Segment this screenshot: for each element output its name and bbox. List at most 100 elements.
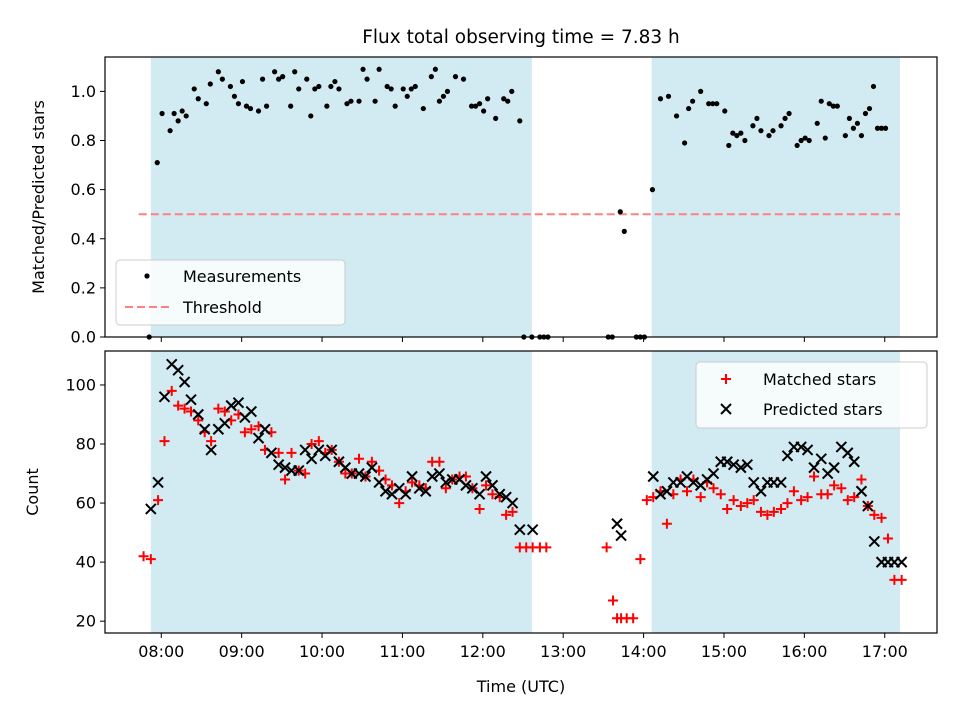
data-point (219, 406, 230, 417)
data-point (276, 76, 282, 82)
data-point (728, 495, 739, 506)
data-point (786, 110, 792, 117)
data-point (505, 98, 511, 104)
data-point (758, 128, 764, 134)
data-point (472, 103, 479, 109)
data-point (474, 503, 485, 514)
data-point (776, 503, 787, 514)
data-point (710, 101, 716, 107)
data-point (750, 123, 756, 129)
data-point (406, 470, 418, 483)
data-point (829, 480, 840, 491)
data-point (159, 436, 170, 447)
data-point (862, 110, 869, 117)
data-point (517, 118, 523, 124)
y-axis-label: Count (23, 468, 42, 516)
data-point (246, 424, 257, 435)
data-point (145, 554, 156, 565)
data-point (707, 467, 720, 480)
data-point (842, 447, 854, 459)
legend: Measurements Threshold (115, 259, 346, 326)
data-point (259, 76, 266, 82)
data-point (770, 128, 776, 134)
data-point (681, 486, 692, 497)
data-point (272, 458, 285, 471)
data-point (280, 74, 286, 80)
data-point (252, 432, 265, 444)
data-point (665, 93, 672, 99)
data-point (715, 489, 726, 500)
data-point (641, 495, 652, 506)
legend-marker-predicted (720, 403, 732, 415)
data-point (408, 86, 414, 92)
data-point (617, 209, 623, 215)
data-point (649, 187, 656, 193)
y-tick-label: 0.6 (71, 180, 96, 199)
data-point (356, 98, 362, 104)
data-point (506, 497, 519, 509)
data-point (477, 101, 483, 107)
data-point (866, 105, 873, 112)
data-point (280, 474, 291, 485)
data-point (247, 105, 254, 112)
data-point (826, 101, 832, 107)
x-tick-label: 16:00 (781, 642, 827, 661)
data-point (828, 461, 840, 474)
data-point (376, 66, 382, 72)
data-point (708, 483, 719, 494)
data-point (213, 403, 224, 414)
data-point (734, 132, 740, 139)
data-point (440, 476, 452, 489)
data-point (501, 509, 512, 520)
data-point (273, 447, 284, 458)
data-point (507, 506, 518, 517)
data-point (802, 135, 808, 141)
data-point (179, 108, 185, 114)
data-point (413, 482, 426, 495)
data-point (681, 140, 688, 146)
legend-label: Threshold (182, 298, 262, 317)
data-point (698, 88, 704, 94)
data-point (373, 476, 385, 489)
data-point (420, 105, 426, 112)
data-point (372, 98, 378, 104)
data-point (722, 503, 733, 514)
data-point (615, 529, 627, 542)
data-point (394, 498, 405, 509)
x-tick-label: 17:00 (862, 642, 908, 661)
data-point (815, 453, 827, 465)
data-point (452, 74, 459, 80)
data-point (608, 595, 619, 606)
y-tick-label: 40 (76, 553, 96, 572)
x-tick-label: 14:00 (621, 642, 667, 661)
data-point (195, 96, 201, 102)
data-point (420, 485, 432, 497)
data-point (673, 113, 680, 119)
data-point (433, 467, 446, 480)
data-point (834, 103, 840, 109)
data-point (332, 78, 338, 85)
data-point (735, 461, 747, 474)
data-point (509, 88, 515, 94)
legend-marker-measurements (144, 273, 150, 279)
data-point (727, 458, 740, 471)
data-point (794, 142, 800, 149)
data-point (878, 125, 885, 131)
data-point (481, 480, 492, 491)
data-point (384, 83, 390, 90)
data-point (166, 385, 177, 396)
data-point (219, 76, 225, 82)
data-point (205, 444, 217, 456)
data-point (436, 98, 443, 104)
data-point (265, 447, 278, 459)
data-point (304, 76, 310, 82)
data-point (353, 467, 365, 480)
data-point (480, 470, 492, 483)
data-point (870, 83, 877, 90)
data-point (354, 453, 365, 464)
data-point (399, 488, 412, 500)
legend-label: Matched stars (763, 370, 876, 389)
data-point (481, 108, 487, 114)
y-tick-label: 0.8 (71, 131, 96, 150)
data-point (305, 453, 318, 465)
